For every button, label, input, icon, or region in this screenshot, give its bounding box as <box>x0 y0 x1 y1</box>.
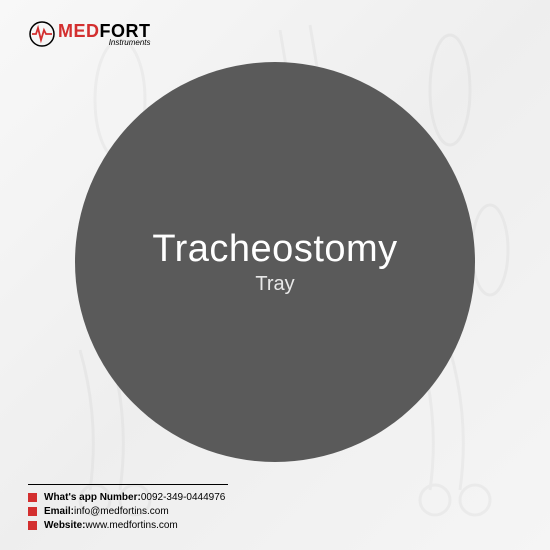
email-value: info@medfortins.com <box>74 506 169 517</box>
bullet-icon <box>28 521 37 530</box>
bullet-icon <box>28 507 37 516</box>
heartbeat-icon <box>28 20 56 48</box>
product-subtitle: Tray <box>255 273 294 296</box>
footer-website: Website: www.medfortins.com <box>28 520 225 531</box>
contact-footer: What's app Number: 0092-349-0444976 Emai… <box>28 492 225 534</box>
logo: MEDFORT Instruments <box>28 20 151 48</box>
footer-whatsapp: What's app Number: 0092-349-0444976 <box>28 492 225 503</box>
logo-text: MEDFORT Instruments <box>58 22 151 47</box>
footer-divider <box>28 484 228 485</box>
product-title: Tracheostomy <box>152 228 397 271</box>
logo-subtitle: Instruments <box>58 39 151 47</box>
main-circle: Tracheostomy Tray <box>75 62 475 462</box>
footer-email: Email: info@medfortins.com <box>28 506 225 517</box>
email-label: Email: <box>44 506 74 517</box>
website-value: www.medfortins.com <box>86 520 178 531</box>
website-label: Website: <box>44 520 86 531</box>
whatsapp-label: What's app Number: <box>44 492 141 503</box>
logo-brand-med: MED <box>58 21 100 41</box>
logo-brand: MEDFORT <box>58 22 151 40</box>
bullet-icon <box>28 493 37 502</box>
whatsapp-value: 0092-349-0444976 <box>141 492 226 503</box>
